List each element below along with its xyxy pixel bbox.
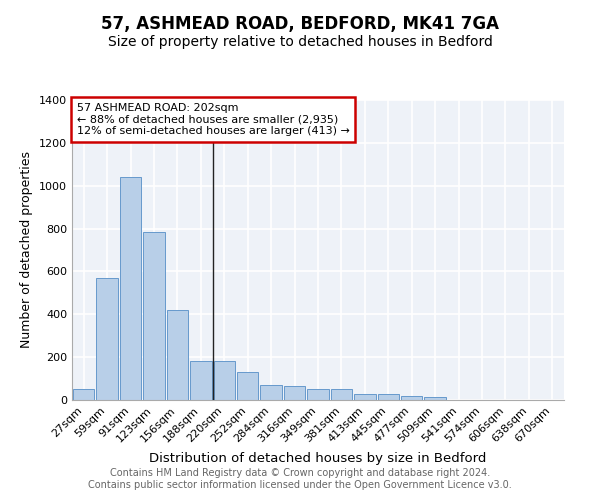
- Bar: [237, 372, 259, 400]
- Text: 57 ASHMEAD ROAD: 202sqm
← 88% of detached houses are smaller (2,935)
12% of semi: 57 ASHMEAD ROAD: 202sqm ← 88% of detache…: [77, 103, 350, 136]
- Bar: [167, 310, 188, 400]
- Bar: [73, 390, 94, 400]
- Bar: [331, 390, 352, 400]
- Bar: [143, 232, 165, 400]
- Bar: [354, 394, 376, 400]
- Text: Size of property relative to detached houses in Bedford: Size of property relative to detached ho…: [107, 35, 493, 49]
- X-axis label: Distribution of detached houses by size in Bedford: Distribution of detached houses by size …: [149, 452, 487, 465]
- Y-axis label: Number of detached properties: Number of detached properties: [20, 152, 34, 348]
- Bar: [97, 278, 118, 400]
- Bar: [120, 177, 142, 400]
- Bar: [377, 394, 399, 400]
- Bar: [307, 390, 329, 400]
- Bar: [190, 362, 212, 400]
- Bar: [424, 397, 446, 400]
- Text: Contains HM Land Registry data © Crown copyright and database right 2024.
Contai: Contains HM Land Registry data © Crown c…: [88, 468, 512, 490]
- Bar: [214, 362, 235, 400]
- Text: 57, ASHMEAD ROAD, BEDFORD, MK41 7GA: 57, ASHMEAD ROAD, BEDFORD, MK41 7GA: [101, 15, 499, 33]
- Bar: [401, 396, 422, 400]
- Bar: [284, 386, 305, 400]
- Bar: [260, 386, 282, 400]
